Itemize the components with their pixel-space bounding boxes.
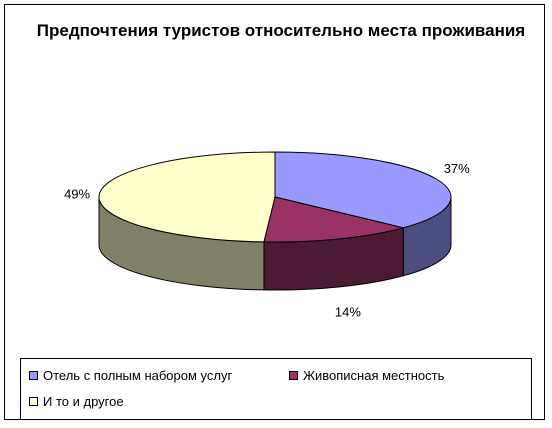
legend-item-hotel: Отель с полным набором услуг [29, 368, 232, 383]
pie-sides [98, 196, 452, 291]
pie-tops [98, 151, 452, 243]
data-label-scenery: 14% [335, 305, 361, 320]
legend-label-both: И то и другое [43, 394, 124, 409]
data-label-hotel: 37% [444, 161, 470, 176]
pie-chart: 37% 14% 49% [64, 151, 470, 320]
legend-swatch-both [29, 397, 38, 406]
legend-label-hotel: Отель с полным набором услуг [43, 368, 233, 383]
chart-legend: Отель с полным набором услуг Живописная … [20, 358, 532, 420]
pie-slice-both [98, 151, 276, 243]
legend-item-scenery: Живописная местность [289, 368, 444, 383]
legend-swatch-scenery [289, 371, 298, 380]
pie-slice-scenery [263, 196, 404, 243]
pie-labels: 37% 14% 49% [64, 161, 470, 320]
legend-label-scenery: Живописная местность [303, 368, 445, 383]
chart-title: Предпочтения туристов относительно места… [36, 21, 526, 40]
pie-slice-hotel [274, 151, 452, 229]
data-label-both: 49% [64, 186, 90, 201]
chart-frame: Предпочтения туристов относительно места… [4, 4, 545, 420]
legend-swatch-hotel [29, 371, 38, 380]
legend-item-both: И то и другое [29, 394, 124, 409]
